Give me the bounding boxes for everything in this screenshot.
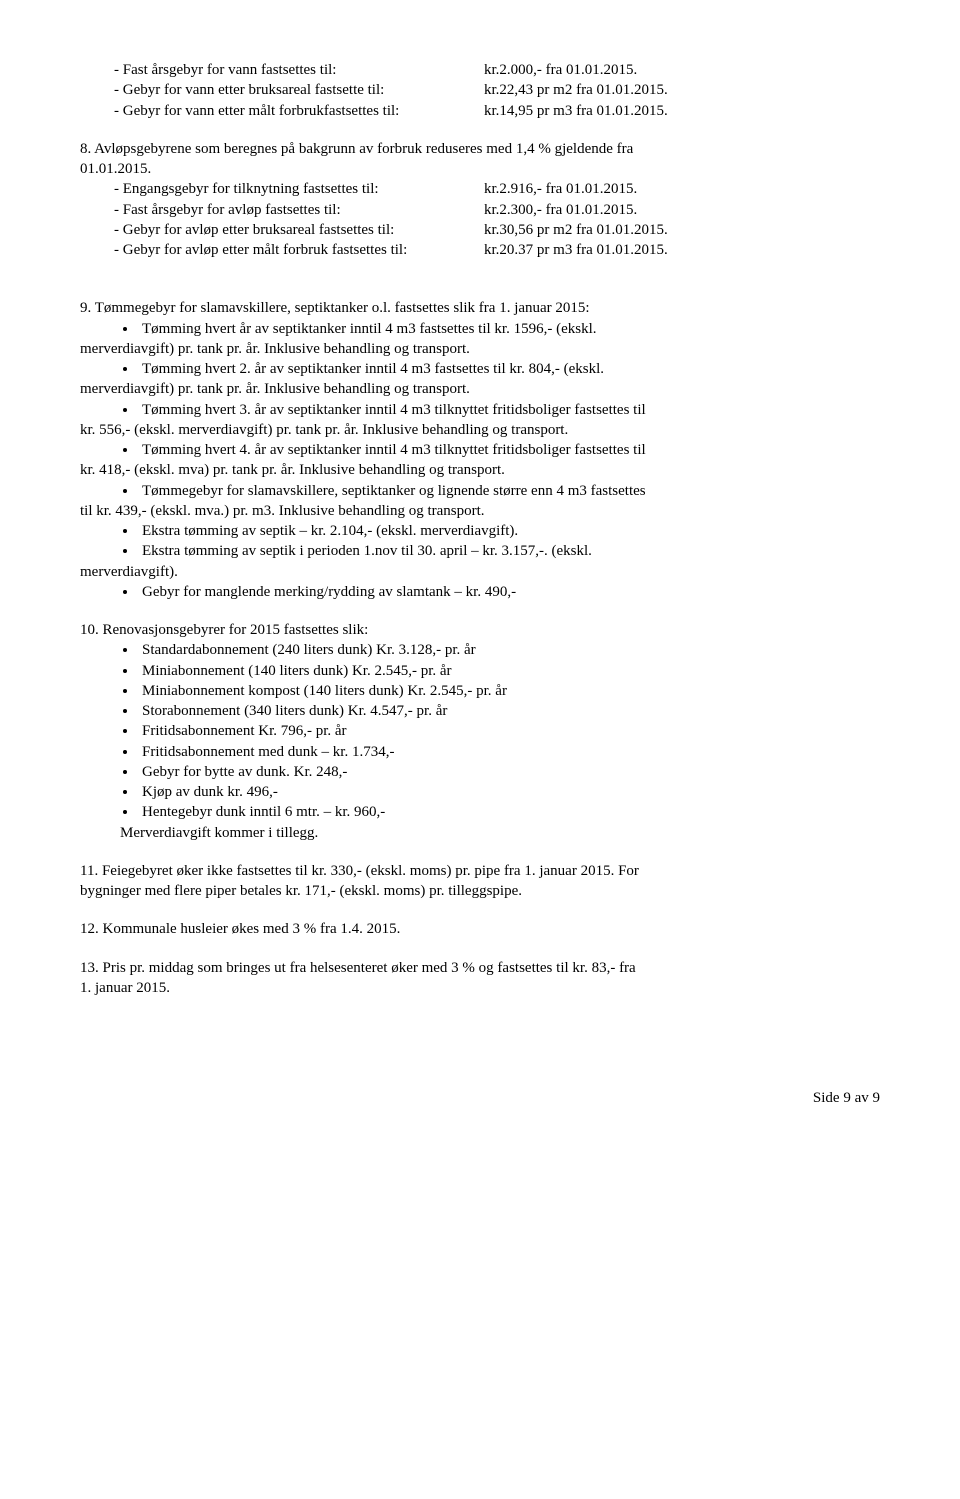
list-item: Storabonnement (340 liters dunk) Kr. 4.5… xyxy=(138,701,880,721)
fee-value: kr.30,56 pr m2 fra 01.01.2015. xyxy=(484,220,668,240)
list-item: Tømmegebyr for slamavskillere, septiktan… xyxy=(138,481,880,501)
fee-value: kr.2.300,- fra 01.01.2015. xyxy=(484,200,637,220)
fee-row: - Gebyr for vann etter målt forbrukfasts… xyxy=(114,101,880,121)
continuation-line: kr. 418,- (ekskl. mva) pr. tank pr. år. … xyxy=(80,460,880,480)
list-item: Tømming hvert 2. år av septiktanker innt… xyxy=(138,359,880,379)
section-9-list-b: Gebyr for manglende merking/rydding av s… xyxy=(80,582,880,602)
continuation-line: merverdiavgift) pr. tank pr. år. Inklusi… xyxy=(80,379,880,399)
list-item: Kjøp av dunk kr. 496,- xyxy=(138,782,880,802)
section-9-list: Tømming hvert 4. år av septiktanker innt… xyxy=(80,440,880,460)
list-item: Fritidsabonnement Kr. 796,- pr. år xyxy=(138,721,880,741)
section-9-list-b: Ekstra tømming av septik – kr. 2.104,- (… xyxy=(80,521,880,562)
fee-label: - Fast årsgebyr for vann fastsettes til: xyxy=(114,60,484,80)
section-11-line1: 11. Feiegebyret øker ikke fastsettes til… xyxy=(80,861,880,881)
section-9-list: Tømming hvert 2. år av septiktanker innt… xyxy=(80,359,880,379)
continuation-line: til kr. 439,- (ekskl. mva.) pr. m3. Inkl… xyxy=(80,501,880,521)
list-item: Hentegebyr dunk inntil 6 mtr. – kr. 960,… xyxy=(138,802,880,822)
list-item: Ekstra tømming av septik – kr. 2.104,- (… xyxy=(138,521,880,541)
fee-value: kr.2.000,- fra 01.01.2015. xyxy=(484,60,637,80)
fee-row: - Fast årsgebyr for vann fastsettes til:… xyxy=(114,60,880,80)
fee-label: - Gebyr for avløp etter bruksareal fasts… xyxy=(114,220,484,240)
fee-value: kr.14,95 pr m3 fra 01.01.2015. xyxy=(484,101,668,121)
continuation-line: kr. 556,- (ekskl. merverdiavgift) pr. ta… xyxy=(80,420,880,440)
section-9-list-b: Tømmegebyr for slamavskillere, septiktan… xyxy=(80,481,880,501)
section-9-list: Tømming hvert år av septiktanker inntil … xyxy=(80,319,880,339)
fee-value: kr.2.916,- fra 01.01.2015. xyxy=(484,179,637,199)
list-item: Standardabonnement (240 liters dunk) Kr.… xyxy=(138,640,880,660)
list-item: Tømming hvert år av septiktanker inntil … xyxy=(138,319,880,339)
vann-fees-block: - Fast årsgebyr for vann fastsettes til:… xyxy=(80,60,880,121)
list-item: Fritidsabonnement med dunk – kr. 1.734,- xyxy=(138,742,880,762)
section-8-intro-line1: 8. Avløpsgebyrene som beregnes på bakgru… xyxy=(80,139,880,159)
fee-row: - Gebyr for vann etter bruksareal fastse… xyxy=(114,80,880,100)
section-13-line2: 1. januar 2015. xyxy=(80,978,880,998)
fee-row: - Fast årsgebyr for avløp fastsettes til… xyxy=(114,200,880,220)
section-9-list: Tømming hvert 3. år av septiktanker innt… xyxy=(80,400,880,420)
fee-label: - Engangsgebyr for tilknytning fastsette… xyxy=(114,179,484,199)
list-item: Miniabonnement (140 liters dunk) Kr. 2.5… xyxy=(138,661,880,681)
list-item: Miniabonnement kompost (140 liters dunk)… xyxy=(138,681,880,701)
list-item: Tømming hvert 3. år av septiktanker innt… xyxy=(138,400,880,420)
fee-label: - Fast årsgebyr for avløp fastsettes til… xyxy=(114,200,484,220)
list-item: Gebyr for manglende merking/rydding av s… xyxy=(138,582,880,602)
section-12: 12. Kommunale husleier økes med 3 % fra … xyxy=(80,919,880,939)
continuation-line: merverdiavgift). xyxy=(80,562,880,582)
section-13-line1: 13. Pris pr. middag som bringes ut fra h… xyxy=(80,958,880,978)
fee-label: - Gebyr for vann etter bruksareal fastse… xyxy=(114,80,484,100)
list-item: Tømming hvert 4. år av septiktanker innt… xyxy=(138,440,880,460)
section-10-tail: Merverdiavgift kommer i tillegg. xyxy=(80,823,880,843)
section-10-title: 10. Renovasjonsgebyrer for 2015 fastsett… xyxy=(80,620,880,640)
section-10-list: Standardabonnement (240 liters dunk) Kr.… xyxy=(80,640,880,822)
fee-value: kr.20.37 pr m3 fra 01.01.2015. xyxy=(484,240,668,260)
fee-row: - Gebyr for avløp etter målt forbruk fas… xyxy=(114,240,880,260)
section-11-line2: bygninger med flere piper betales kr. 17… xyxy=(80,881,880,901)
fee-label: - Gebyr for vann etter målt forbrukfasts… xyxy=(114,101,484,121)
fee-label: - Gebyr for avløp etter målt forbruk fas… xyxy=(114,240,484,260)
section-9-title: 9. Tømmegebyr for slamavskillere, septik… xyxy=(80,298,880,318)
avlop-fees-block: - Engangsgebyr for tilknytning fastsette… xyxy=(80,179,880,260)
continuation-line: merverdiavgift) pr. tank pr. år. Inklusi… xyxy=(80,339,880,359)
list-item: Gebyr for bytte av dunk. Kr. 248,- xyxy=(138,762,880,782)
page-footer: Side 9 av 9 xyxy=(80,1088,880,1108)
list-item: Ekstra tømming av septik i perioden 1.no… xyxy=(138,541,880,561)
section-8-intro-line2: 01.01.2015. xyxy=(80,159,880,179)
fee-row: - Engangsgebyr for tilknytning fastsette… xyxy=(114,179,880,199)
fee-row: - Gebyr for avløp etter bruksareal fasts… xyxy=(114,220,880,240)
fee-value: kr.22,43 pr m2 fra 01.01.2015. xyxy=(484,80,668,100)
